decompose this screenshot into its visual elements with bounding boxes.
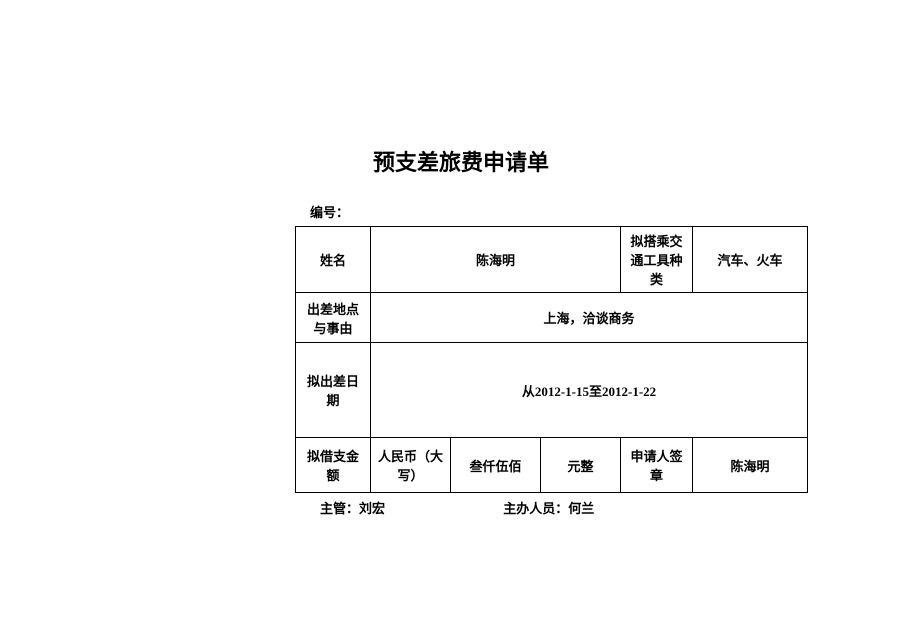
location-value-cell: 上海，洽谈商务	[371, 293, 808, 343]
table-row-name: 姓名 陈海明 拟搭乘交通工具种类 汽车、火车	[296, 227, 808, 293]
amount-cell: 叁仟伍佰	[451, 438, 541, 493]
name-label-cell: 姓名	[296, 227, 371, 293]
name-value-cell: 陈海明	[371, 227, 621, 293]
footer-supervisor: 主管：刘宏	[320, 498, 385, 517]
date-value-cell: 从2012-1-15至2012-1-22	[371, 343, 808, 438]
handler-label: 主办人员：	[503, 501, 568, 516]
footer-row: 主管：刘宏 主办人员：何兰	[320, 498, 922, 517]
sign-value-cell: 陈海明	[693, 438, 808, 493]
application-form-table: 姓名 陈海明 拟搭乘交通工具种类 汽车、火车 出差地点与事由 上海，洽谈商务 拟…	[295, 226, 808, 493]
table-row-date: 拟出差日期 从2012-1-15至2012-1-22	[296, 343, 808, 438]
supervisor-value: 刘宏	[359, 501, 385, 516]
unit-cell: 元整	[541, 438, 621, 493]
date-label-cell: 拟出差日期	[296, 343, 371, 438]
form-number: 编号：	[310, 202, 922, 221]
amount-label-cell: 拟借支金额	[296, 438, 371, 493]
location-label-cell: 出差地点与事由	[296, 293, 371, 343]
sign-label-cell: 申请人签章	[621, 438, 693, 493]
form-number-label: 编号：	[310, 205, 349, 220]
footer-handler: 主办人员：何兰	[503, 498, 594, 517]
transport-value-cell: 汽车、火车	[693, 227, 808, 293]
handler-value: 何兰	[568, 501, 594, 516]
currency-cell: 人民币（大写）	[371, 438, 451, 493]
page-title: 预支差旅费申请单	[0, 0, 922, 202]
table-row-location: 出差地点与事由 上海，洽谈商务	[296, 293, 808, 343]
table-row-amount: 拟借支金额 人民币（大写） 叁仟伍佰 元整 申请人签章 陈海明	[296, 438, 808, 493]
transport-label-cell: 拟搭乘交通工具种类	[621, 227, 693, 293]
supervisor-label: 主管：	[320, 501, 359, 516]
